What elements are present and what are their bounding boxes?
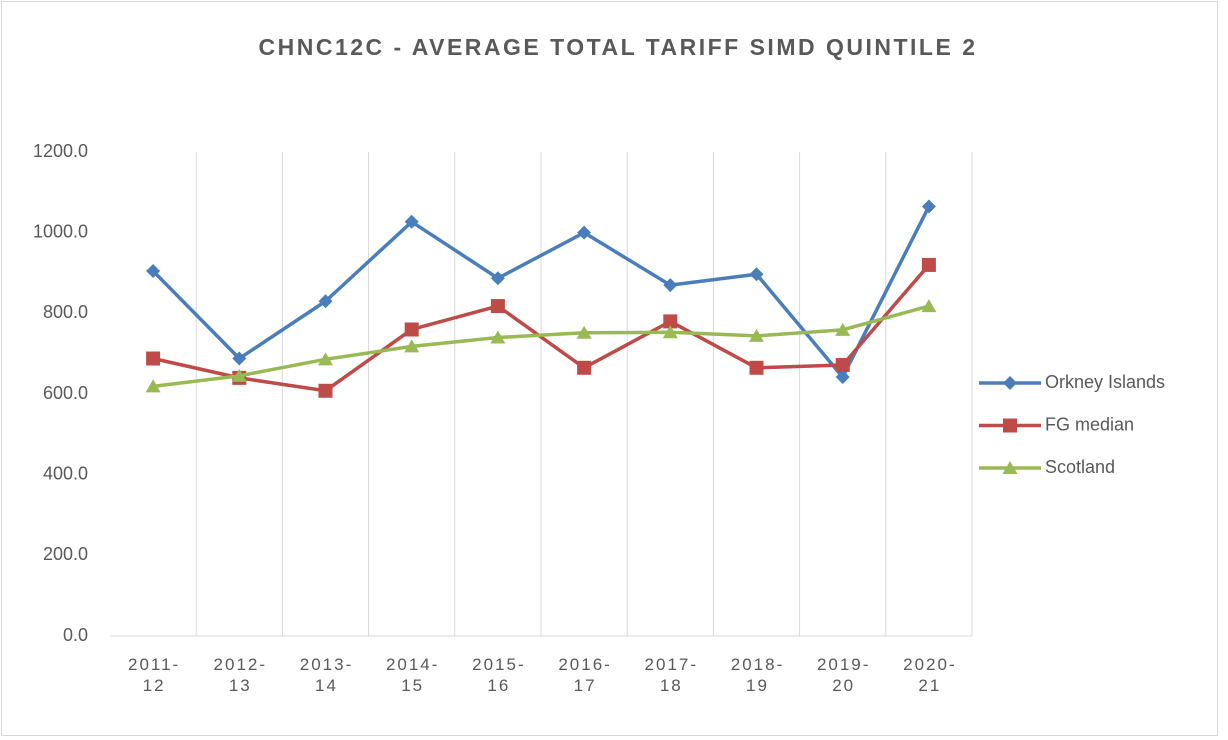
x-tick-label: 2020-21 bbox=[903, 655, 957, 695]
marker bbox=[232, 351, 247, 366]
marker bbox=[749, 360, 764, 375]
marker bbox=[490, 299, 505, 314]
marker bbox=[404, 322, 419, 337]
marker bbox=[749, 328, 764, 342]
x-tick-label: 2012-13 bbox=[213, 655, 268, 695]
marker bbox=[577, 225, 592, 240]
marker bbox=[835, 370, 850, 385]
marker bbox=[146, 263, 161, 278]
series-line bbox=[152, 263, 931, 393]
x-tick-label: 2018-19 bbox=[730, 655, 785, 695]
y-tick-label: 600.0 bbox=[43, 383, 88, 403]
marker bbox=[490, 330, 506, 344]
x-tick-label: 2011-12 bbox=[127, 655, 181, 695]
x-tick-label: 2019-20 bbox=[816, 655, 871, 695]
marker bbox=[921, 299, 937, 313]
x-tick-label: 2016-17 bbox=[558, 655, 612, 695]
legend-label: Orkney Islands bbox=[1045, 372, 1165, 392]
marker bbox=[835, 357, 850, 372]
marker bbox=[318, 352, 333, 366]
marker bbox=[404, 214, 419, 229]
marker bbox=[921, 257, 936, 272]
marker bbox=[662, 325, 678, 339]
marker bbox=[1003, 376, 1017, 390]
marker bbox=[577, 360, 592, 375]
marker bbox=[663, 314, 678, 329]
marker bbox=[490, 271, 505, 286]
y-tick-label: 400.0 bbox=[43, 463, 88, 483]
marker bbox=[835, 322, 851, 336]
marker bbox=[1002, 461, 1018, 474]
y-tick-label: 0.0 bbox=[63, 625, 88, 645]
marker bbox=[1003, 418, 1017, 433]
marker bbox=[145, 379, 161, 393]
y-tick-label: 800.0 bbox=[43, 302, 88, 322]
marker bbox=[318, 383, 333, 398]
x-tick-label: 2017-18 bbox=[644, 655, 699, 695]
x-tick-label: 2014-15 bbox=[385, 655, 440, 695]
marker bbox=[146, 351, 161, 366]
y-tick-label: 1200.0 bbox=[33, 141, 88, 161]
y-tick-label: 1000.0 bbox=[33, 221, 88, 241]
marker bbox=[231, 368, 247, 382]
chart-title: CHNC12C - AVERAGE TOTAL TARIFF SIMD QUIN… bbox=[258, 34, 978, 60]
legend-label: Scotland bbox=[1045, 457, 1115, 477]
x-tick-label: 2013-14 bbox=[299, 655, 354, 695]
marker bbox=[318, 294, 333, 309]
series-line bbox=[152, 304, 930, 389]
marker bbox=[921, 199, 936, 214]
series-line bbox=[151, 205, 931, 379]
legend-label: FG median bbox=[1045, 414, 1134, 434]
y-tick-label: 200.0 bbox=[43, 544, 88, 564]
marker bbox=[749, 267, 764, 282]
marker bbox=[576, 325, 592, 339]
marker bbox=[663, 278, 678, 293]
marker bbox=[404, 339, 420, 353]
x-tick-label: 2015-16 bbox=[472, 655, 526, 695]
